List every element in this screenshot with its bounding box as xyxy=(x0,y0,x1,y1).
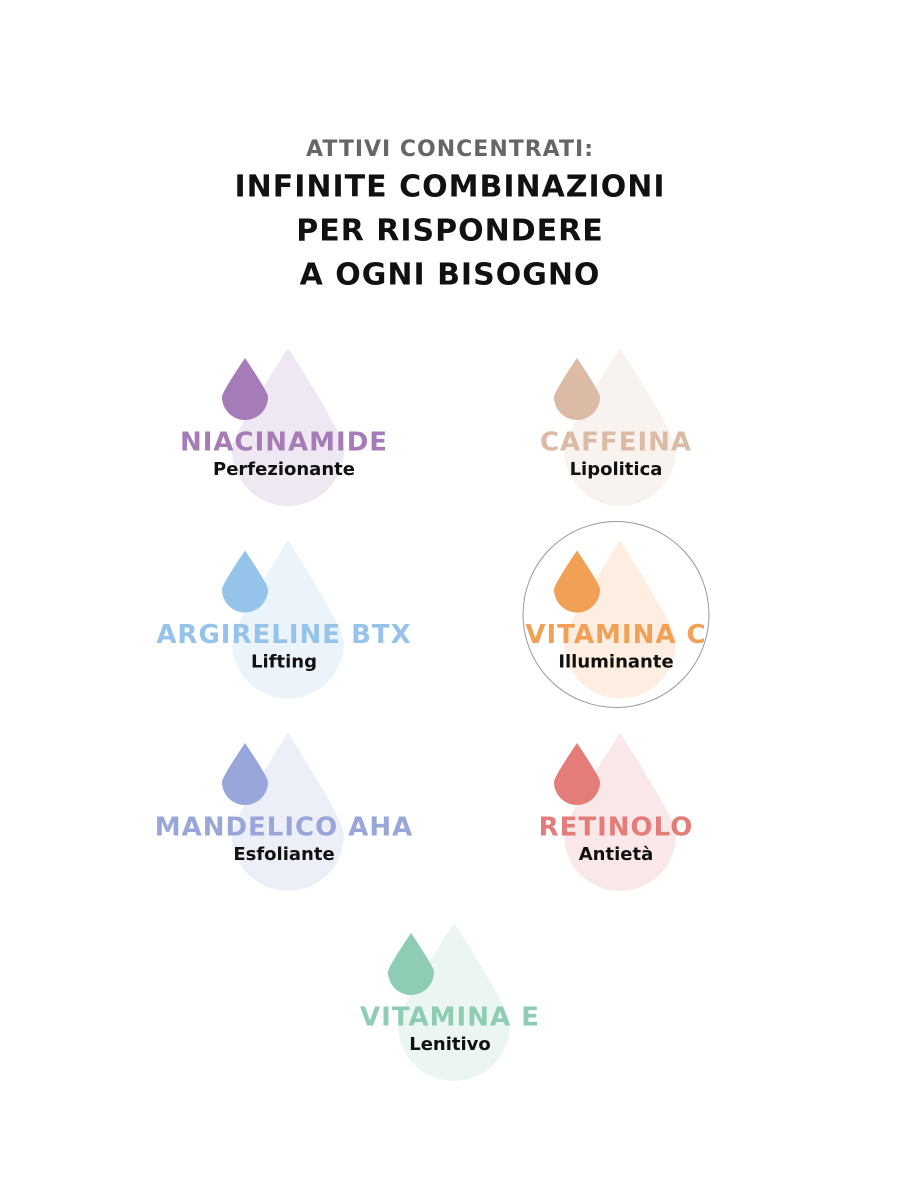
drop-large xyxy=(232,348,344,506)
drop-large xyxy=(564,540,676,699)
drop-small xyxy=(222,550,268,613)
title-line: A OGNI BISOGNO xyxy=(300,258,601,293)
drop-small xyxy=(554,743,600,805)
active-name: NIACINAMIDE xyxy=(180,428,388,458)
drop-small xyxy=(222,743,268,805)
title-line: PER RISPONDERE xyxy=(296,214,603,249)
active-benefit: Perfezionante xyxy=(213,459,355,480)
drop-small xyxy=(388,933,434,995)
drop-large xyxy=(398,923,510,1081)
active-benefit: Esfoliante xyxy=(233,844,334,865)
selection-ring xyxy=(522,521,710,708)
active-benefit: Illuminante xyxy=(558,652,673,673)
active-name: VITAMINA E xyxy=(360,1003,540,1033)
active-name: VITAMINA C xyxy=(525,620,706,650)
drop-large xyxy=(564,733,676,891)
active-benefit: Antietà xyxy=(579,844,653,865)
drop-small xyxy=(554,550,600,613)
drop-small xyxy=(222,358,268,420)
drop-small xyxy=(554,358,600,420)
active-benefit: Lipolitica xyxy=(570,459,663,480)
active-name: RETINOLO xyxy=(539,813,694,843)
active-benefit: Lifting xyxy=(251,652,317,673)
drop-large xyxy=(564,348,676,506)
active-benefit: Lenitivo xyxy=(409,1034,491,1055)
drop-large xyxy=(232,540,344,699)
active-name: MANDELICO AHA xyxy=(155,813,414,843)
active-name: CAFFEINA xyxy=(540,428,692,458)
active-name: ARGIRELINE BTX xyxy=(156,620,411,650)
drop-large xyxy=(232,733,344,891)
subtitle: ATTIVI CONCENTRATI: xyxy=(306,137,594,162)
title-line: INFINITE COMBINAZIONI xyxy=(234,170,665,205)
